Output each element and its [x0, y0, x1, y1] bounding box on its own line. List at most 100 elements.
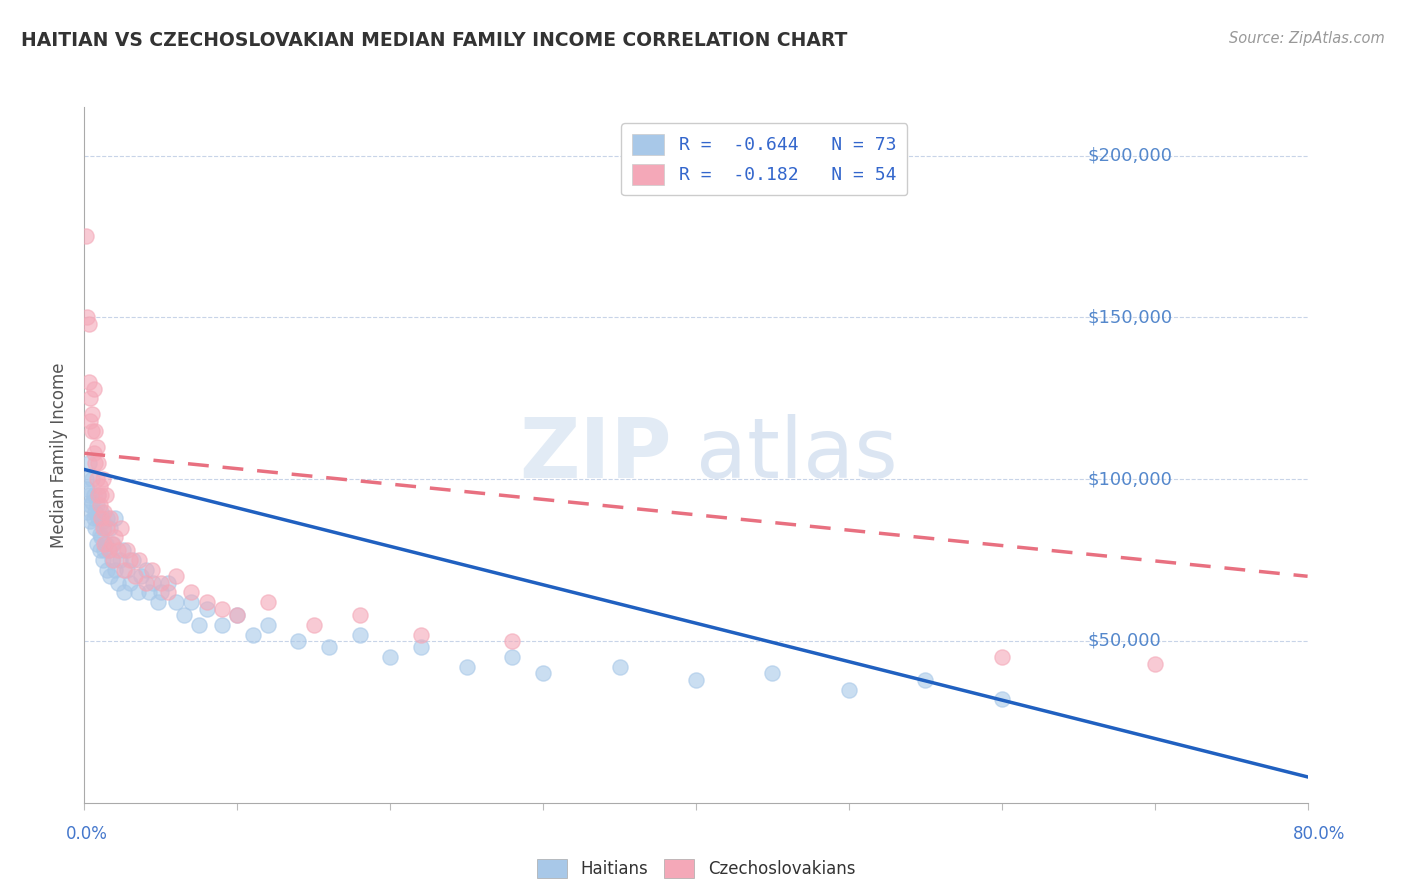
Point: [80, 408, 103, 422]
Point: [79, 498, 101, 512]
Point: [87, 488, 110, 502]
Point: [91, 514, 114, 528]
Point: [287, 634, 309, 648]
Point: [90, 504, 112, 518]
Legend: Haitians, Czechoslovakians: Haitians, Czechoslovakians: [530, 853, 862, 885]
Point: [107, 543, 129, 558]
Point: [80, 424, 103, 438]
Point: [991, 692, 1014, 706]
Point: [149, 585, 172, 599]
Point: [83, 488, 105, 502]
Point: [83, 382, 105, 396]
Point: [80, 472, 103, 486]
Point: [77, 317, 100, 331]
Point: [80, 495, 103, 509]
Point: [89, 478, 111, 492]
Point: [914, 673, 936, 687]
Point: [91, 521, 114, 535]
Point: [157, 585, 180, 599]
Point: [77, 488, 100, 502]
Point: [76, 310, 98, 325]
Point: [96, 563, 118, 577]
Point: [135, 575, 157, 590]
Point: [173, 608, 195, 623]
Point: [89, 498, 111, 512]
Point: [98, 569, 121, 583]
Point: [318, 640, 340, 655]
Point: [93, 543, 115, 558]
Point: [110, 521, 132, 535]
Point: [685, 673, 707, 687]
Y-axis label: Median Family Income: Median Family Income: [51, 362, 69, 548]
Text: Source: ZipAtlas.com: Source: ZipAtlas.com: [1229, 31, 1385, 46]
Point: [195, 595, 218, 609]
Point: [1143, 657, 1166, 671]
Point: [838, 682, 860, 697]
Point: [77, 375, 100, 389]
Text: ZIP: ZIP: [519, 415, 672, 495]
Point: [104, 531, 127, 545]
Point: [195, 601, 218, 615]
Point: [101, 553, 124, 567]
Point: [108, 553, 131, 567]
Point: [104, 511, 127, 525]
Point: [188, 617, 211, 632]
Point: [115, 543, 138, 558]
Point: [84, 424, 107, 438]
Point: [135, 563, 157, 577]
Point: [89, 527, 111, 541]
Point: [157, 575, 180, 590]
Point: [86, 498, 108, 512]
Point: [127, 585, 149, 599]
Point: [165, 569, 187, 583]
Point: [120, 553, 142, 567]
Point: [96, 511, 118, 525]
Point: [180, 595, 202, 609]
Point: [90, 531, 112, 545]
Point: [76, 504, 98, 518]
Point: [98, 511, 121, 525]
Point: [349, 627, 371, 641]
Point: [104, 563, 127, 577]
Point: [103, 537, 125, 551]
Point: [502, 634, 524, 648]
Point: [609, 660, 631, 674]
Point: [302, 617, 325, 632]
Point: [91, 472, 114, 486]
Point: [226, 608, 249, 623]
Point: [77, 456, 100, 470]
Point: [409, 640, 432, 655]
Point: [76, 482, 98, 496]
Text: $100,000: $100,000: [1087, 470, 1173, 488]
Point: [79, 392, 101, 406]
Point: [98, 521, 121, 535]
Point: [226, 608, 249, 623]
Point: [149, 575, 172, 590]
Point: [111, 543, 134, 558]
Point: [211, 617, 233, 632]
Text: $150,000: $150,000: [1087, 309, 1173, 326]
Text: 0.0%: 0.0%: [66, 825, 108, 843]
Point: [761, 666, 783, 681]
Point: [124, 569, 146, 583]
Point: [86, 440, 108, 454]
Point: [93, 537, 115, 551]
Point: [257, 595, 280, 609]
Point: [75, 472, 97, 486]
Point: [103, 553, 125, 567]
Point: [129, 569, 152, 583]
Text: $200,000: $200,000: [1087, 146, 1173, 165]
Point: [97, 543, 120, 558]
Point: [86, 472, 108, 486]
Point: [138, 585, 160, 599]
Point: [112, 585, 135, 599]
Point: [94, 537, 117, 551]
Point: [380, 650, 402, 665]
Point: [84, 521, 107, 535]
Point: [409, 627, 432, 641]
Point: [79, 414, 101, 428]
Point: [146, 595, 169, 609]
Point: [502, 650, 524, 665]
Point: [531, 666, 554, 681]
Point: [93, 504, 115, 518]
